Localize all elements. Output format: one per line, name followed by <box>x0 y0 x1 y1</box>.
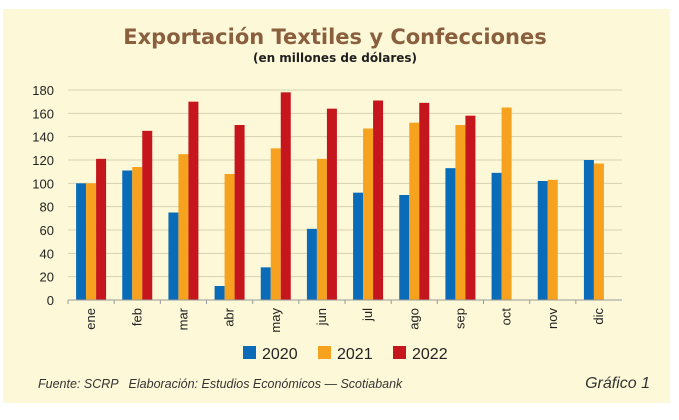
bar-2021-jul <box>363 128 374 300</box>
bar-2020-jun <box>306 228 317 300</box>
x-tick-label: oct <box>499 308 514 326</box>
bar-2020-jul <box>353 192 364 300</box>
bar-2021-oct <box>501 107 512 300</box>
chart-title: Exportación Textiles y Confecciones <box>123 25 546 49</box>
x-tick-label: abr <box>222 307 237 326</box>
legend-label: 2020 <box>262 346 298 363</box>
x-tick-label: ene <box>83 308 98 330</box>
bar-2020-dic <box>583 160 594 300</box>
x-tick-label: mar <box>175 307 190 330</box>
legend-swatch-2022 <box>393 346 406 359</box>
x-tick-label: dic <box>591 308 606 325</box>
source-note: Fuente: SCRP Elaboración: Estudios Econó… <box>38 377 403 391</box>
y-tick-label: 20 <box>40 270 54 285</box>
y-tick-label: 140 <box>32 130 54 145</box>
y-tick-label: 160 <box>32 106 54 121</box>
bar-2022-mar <box>188 101 199 301</box>
x-tick-label: jun <box>314 308 329 326</box>
x-tick-label: sep <box>452 308 467 329</box>
bar-2022-ene <box>96 158 107 300</box>
bar-2021-ago <box>409 122 420 301</box>
bar-2020-sep <box>445 168 456 300</box>
y-tick-label: 180 <box>32 83 54 98</box>
bar-2021-may <box>270 148 281 300</box>
legend-label: 2022 <box>412 346 448 363</box>
bar-2020-oct <box>491 172 502 300</box>
legend: 2020 2021 2022 <box>243 346 448 363</box>
bar-2022-jul <box>373 100 384 300</box>
legend-label: 2021 <box>337 346 373 363</box>
y-tick-label: 100 <box>32 176 54 191</box>
bar-2022-jun <box>326 108 337 301</box>
bar-2022-feb <box>142 130 153 300</box>
y-axis: 0 20 40 60 80 100 120 140 160 180 <box>32 83 54 308</box>
bar-2021-feb <box>132 167 143 300</box>
bar-2022-abr <box>234 125 245 300</box>
y-tick-label: 40 <box>40 246 54 261</box>
bar-2020-nov <box>537 181 548 300</box>
legend-swatch-2021 <box>318 346 331 359</box>
bar-2020-may <box>260 267 271 300</box>
bar-2021-ene <box>86 183 97 300</box>
legend-swatch-2020 <box>243 346 256 359</box>
chart-number: Gráfico 1 <box>585 375 650 392</box>
x-tick-label: nov <box>545 308 560 329</box>
bar-2021-abr <box>224 174 235 300</box>
x-tick-label: ago <box>406 308 421 330</box>
x-tick-label: may <box>268 308 283 333</box>
y-tick-label: 60 <box>40 223 54 238</box>
bar-2021-jun <box>316 158 327 300</box>
y-tick-label: 120 <box>32 153 54 168</box>
bar-2021-sep <box>455 125 466 300</box>
bar-2021-mar <box>178 154 189 300</box>
x-tick-label: jul <box>360 308 375 322</box>
chart-subtitle: (en millones de dólares) <box>253 51 417 65</box>
bars <box>76 92 604 301</box>
bar-2020-mar <box>168 212 179 300</box>
bar-2021-nov <box>547 179 558 300</box>
x-tick-label: feb <box>129 308 144 326</box>
bar-2022-ago <box>419 102 430 300</box>
bar-2021-dic <box>593 163 604 300</box>
y-tick-label: 80 <box>40 200 54 215</box>
bar-2022-sep <box>465 115 476 301</box>
x-axis: ene feb mar abr may jun jul ago sep oct nov dic <box>67 299 622 333</box>
gridlines <box>68 89 622 301</box>
bar-2020-ago <box>399 195 410 300</box>
y-tick-label: 0 <box>47 293 54 308</box>
bar-2022-may <box>280 92 291 300</box>
bar-2020-ene <box>76 183 87 300</box>
bar-2020-feb <box>122 170 133 300</box>
bar-2020-abr <box>214 286 225 300</box>
